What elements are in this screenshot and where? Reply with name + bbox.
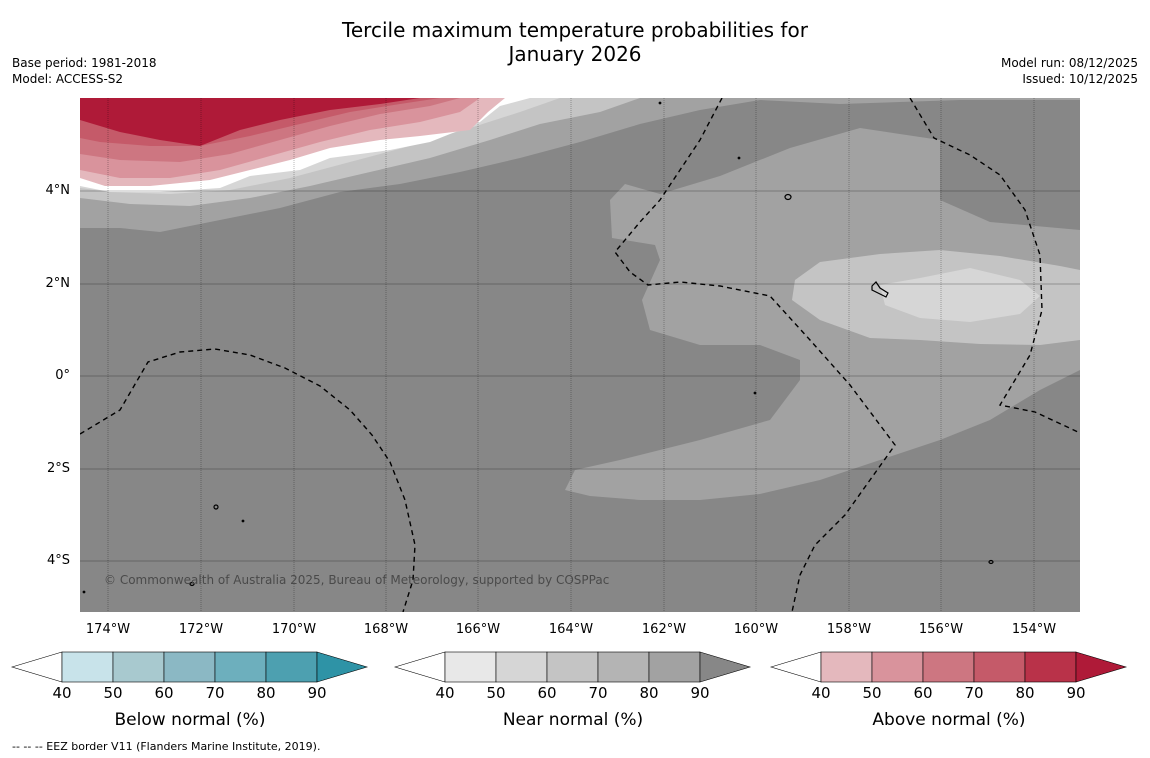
colorbar-above-bin — [820, 651, 873, 683]
map-title-line2: January 2026 — [508, 42, 642, 66]
colorbar-below-bin — [163, 651, 216, 683]
colorbar-above-bin — [1024, 651, 1077, 683]
band-above-90 — [80, 98, 420, 146]
colorbar-near-bin — [546, 651, 599, 683]
colorbar-tick: 60 — [913, 684, 933, 702]
eez-border-legend: -- -- -- EEZ border V11 (Flanders Marine… — [12, 740, 321, 753]
lat-label: 4°S — [46, 553, 70, 568]
meta-left: Base period: 1981-2018 Model: ACCESS-S2 — [12, 55, 157, 87]
colorbar-title-above-normal: Above normal (%) — [872, 710, 1026, 730]
colorbar-near-normal — [393, 651, 752, 683]
colorbar-tick: 80 — [1015, 684, 1035, 702]
colorbar-near-extend-high — [699, 651, 752, 683]
island-outline — [189, 581, 195, 587]
colorbar-above-bin — [922, 651, 975, 683]
colorbar-tick: 90 — [307, 684, 327, 702]
lon-label: 156°W — [918, 622, 964, 637]
island-outline — [784, 193, 792, 201]
island-outline — [213, 504, 219, 510]
island-outline — [658, 101, 662, 105]
colorbar-tick: 40 — [435, 684, 455, 702]
issued-date: Issued: 10/12/2025 — [1022, 72, 1138, 86]
colorbar-title-near-normal: Near normal (%) — [502, 710, 644, 730]
colorbar-tick: 90 — [1066, 684, 1086, 702]
colorbar-tick: 50 — [486, 684, 506, 702]
colorbar-tick: 50 — [103, 684, 123, 702]
colorbar-tick: 80 — [256, 684, 276, 702]
colorbar-near-bin — [495, 651, 548, 683]
colorbar-title-below-normal: Below normal (%) — [114, 710, 266, 730]
map-title: Tercile maximum temperature probabilitie… — [0, 18, 1150, 66]
lon-label: 166°W — [455, 622, 501, 637]
island-outline — [737, 156, 741, 160]
lat-label: 0° — [55, 368, 70, 383]
colorbar-below-bin — [214, 651, 267, 683]
colorbar-below-bin — [61, 651, 114, 683]
lon-label: 160°W — [733, 622, 779, 637]
map-area — [80, 98, 1080, 612]
colorbar-above-normal — [769, 651, 1128, 683]
colorbar-tick: 90 — [690, 684, 710, 702]
colorbar-tick: 40 — [811, 684, 831, 702]
lat-label: 2°S — [46, 461, 70, 476]
colorbar-below-bin — [265, 651, 318, 683]
graticule — [80, 98, 1080, 612]
colorbar-near-bin — [648, 651, 701, 683]
map-title-line1: Tercile maximum temperature probabilitie… — [342, 18, 808, 42]
colorbar-near-bin — [444, 651, 497, 683]
colorbar-tick: 70 — [964, 684, 984, 702]
lon-label: 162°W — [641, 622, 687, 637]
colorbar-tick: 60 — [154, 684, 174, 702]
lat-label: 4°N — [45, 183, 71, 198]
colorbar-near-bin — [597, 651, 650, 683]
island-outline — [241, 519, 245, 523]
eez-borders — [80, 98, 1079, 612]
copyright-notice: © Commonwealth of Australia 2025, Bureau… — [104, 573, 610, 587]
island-outline — [753, 391, 757, 395]
island-kiritimati — [871, 281, 889, 298]
model-name: Model: ACCESS-S2 — [12, 72, 124, 86]
colorbar-above-bin — [973, 651, 1026, 683]
region-near-normal-60-east — [880, 268, 1040, 322]
colorbar-tick: 50 — [862, 684, 882, 702]
model-run-date: Model run: 08/12/2025 — [1000, 56, 1138, 70]
colorbar-above-extend-low — [769, 651, 822, 683]
colorbar-near-extend-low — [393, 651, 446, 683]
islands — [82, 101, 994, 594]
colorbar-below-normal — [10, 651, 369, 683]
lon-label: 168°W — [363, 622, 409, 637]
island-outline — [988, 559, 994, 565]
colorbar-above-extend-high — [1075, 651, 1128, 683]
colorbar-tick: 40 — [52, 684, 72, 702]
colorbar-below-extend-low — [10, 651, 63, 683]
colorbar-tick: 70 — [205, 684, 225, 702]
lon-label: 170°W — [271, 622, 317, 637]
colorbar-tick: 60 — [537, 684, 557, 702]
meta-right: Model run: 08/12/2025 Issued: 10/12/2025 — [1001, 55, 1138, 87]
colorbar-tick: 80 — [639, 684, 659, 702]
lon-label: 154°W — [1011, 622, 1057, 637]
lat-label: 2°N — [45, 276, 71, 291]
lon-label: 174°W — [85, 622, 131, 637]
colorbar-below-bin — [112, 651, 165, 683]
colorbar-above-bin — [871, 651, 924, 683]
colorbar-tick: 70 — [588, 684, 608, 702]
colorbar-below-extend-high — [316, 651, 369, 683]
lon-label: 172°W — [178, 622, 224, 637]
lon-label: 164°W — [548, 622, 594, 637]
lon-label: 158°W — [826, 622, 872, 637]
base-period: Base period: 1981-2018 — [12, 56, 157, 70]
island-outline — [82, 590, 86, 594]
